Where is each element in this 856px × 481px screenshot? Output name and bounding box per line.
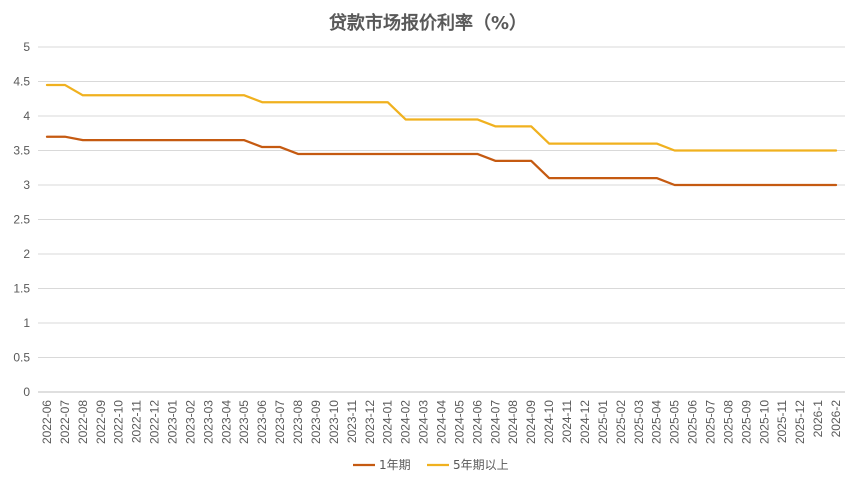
y-tick-label: 2.5 <box>13 213 30 227</box>
chart-title: 贷款市场报价利率（%） <box>329 12 527 34</box>
x-tick-label: 2025-07 <box>704 400 718 444</box>
x-tick-label: 2025-04 <box>650 400 664 444</box>
x-tick-label: 2023-01 <box>166 400 180 444</box>
x-tick-label: 2023-02 <box>183 400 197 444</box>
x-tick-label: 2024-02 <box>399 400 413 444</box>
x-tick-label: 2024-09 <box>524 400 538 444</box>
x-tick-label: 2023-05 <box>237 400 251 444</box>
x-tick-label: 2022-07 <box>58 400 72 444</box>
x-tick-label: 2024-06 <box>470 400 484 444</box>
y-tick-label: 4 <box>23 109 30 123</box>
x-tick-label: 2023-07 <box>273 400 287 444</box>
x-tick-label: 2024-12 <box>578 400 592 444</box>
x-tick-label: 2026-2 <box>829 400 843 438</box>
x-tick-label: 2024-01 <box>381 400 395 444</box>
y-tick-label: 3 <box>23 178 30 192</box>
x-tick-label: 2025-12 <box>793 400 807 444</box>
x-tick-label: 2024-03 <box>417 400 431 444</box>
y-tick-label: 2 <box>23 247 30 261</box>
x-tick-label: 2023-11 <box>345 400 359 443</box>
x-tick-label: 2024-04 <box>435 400 449 444</box>
x-axis: 2022-06 2022-07 2022-08 2022-09 2022-10 2022-… <box>40 400 843 444</box>
y-tick-label: 1.5 <box>13 282 30 296</box>
y-tick-label: 4.5 <box>13 75 30 89</box>
x-tick-label: 2022-10 <box>112 400 126 444</box>
y-tick-label: 0.5 <box>13 351 30 365</box>
x-tick-label: 2022-12 <box>148 400 162 444</box>
x-tick-label: 2024-05 <box>452 400 466 444</box>
x-tick-label: 2024-10 <box>542 400 556 444</box>
x-tick-label: 2023-09 <box>309 400 323 444</box>
y-tick-label: 1 <box>23 316 30 330</box>
y-tick-label: 3.5 <box>13 144 30 158</box>
x-tick-label: 2025-02 <box>614 400 628 444</box>
legend-label: 1年期 <box>379 458 411 472</box>
x-tick-label: 2024-11 <box>560 400 574 443</box>
x-tick-label: 2023-08 <box>291 400 305 444</box>
x-tick-label: 2022-09 <box>94 400 108 444</box>
series-line-one-year <box>45 135 838 187</box>
x-tick-label: 2025-09 <box>739 400 753 444</box>
x-tick-label: 2025-05 <box>668 400 682 444</box>
x-tick-label: 2022-06 <box>40 400 54 444</box>
x-tick-label: 2025-11 <box>775 400 789 443</box>
x-tick-label: 2024-07 <box>488 400 502 444</box>
x-tick-label: 2024-08 <box>506 400 520 444</box>
series-lines <box>45 83 838 187</box>
x-tick-label: 2023-12 <box>363 400 377 444</box>
x-tick-label: 2025-01 <box>596 400 610 444</box>
series-line-five-year <box>45 83 838 152</box>
legend: 1年期 5年期以上 <box>353 458 509 472</box>
x-tick-label: 2023-04 <box>219 400 233 444</box>
x-tick-label: 2025-03 <box>632 400 646 444</box>
x-tick-label: 2025-08 <box>721 400 735 444</box>
x-tick-label: 2023-06 <box>255 400 269 444</box>
y-tick-label: 0 <box>23 385 30 399</box>
y-tick-label: 5 <box>23 40 30 54</box>
x-tick-label: 2023-10 <box>327 400 341 444</box>
x-tick-label: 2022-08 <box>76 400 90 444</box>
x-tick-label: 2023-03 <box>201 400 215 444</box>
x-tick-label: 2022-11 <box>130 400 144 443</box>
x-tick-label: 2026-1 <box>811 400 825 438</box>
x-tick-label: 2025-10 <box>757 400 771 444</box>
x-tick-label: 2025-06 <box>686 400 700 444</box>
y-axis: 0 0.5 1 1.5 2 2.5 3 3.5 4 4.5 5 <box>13 40 30 399</box>
legend-label: 5年期以上 <box>453 458 509 472</box>
gridlines <box>38 46 845 393</box>
